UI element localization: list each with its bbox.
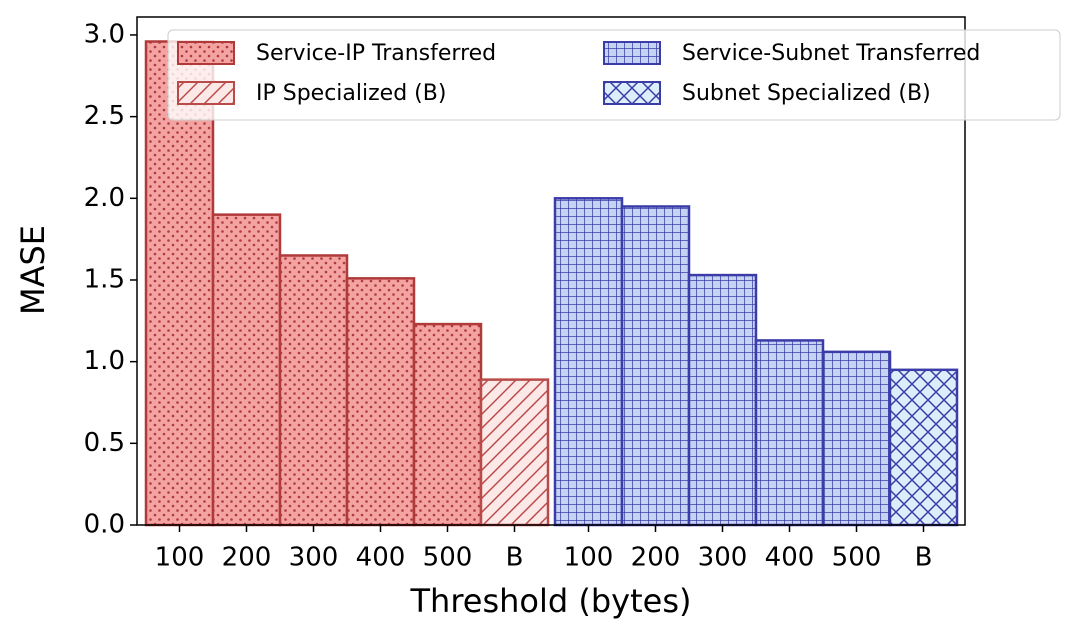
y-tick-label: 2.5 bbox=[84, 101, 125, 131]
bar-pattern bbox=[211, 213, 282, 527]
bar-pattern bbox=[345, 277, 416, 527]
axes-frame bbox=[136, 16, 966, 526]
x-tick-label: 400 bbox=[356, 543, 406, 573]
bar-pattern bbox=[620, 205, 691, 527]
y-tick-label: 3.0 bbox=[84, 19, 125, 49]
y-tick-label: 1.0 bbox=[84, 346, 125, 376]
x-tick-label: 300 bbox=[289, 543, 339, 573]
x-tick-label: 500 bbox=[832, 543, 882, 573]
legend-swatch-pattern bbox=[603, 41, 661, 65]
bar-pattern bbox=[687, 273, 758, 527]
legend-label: Service-Subnet Transferred bbox=[682, 41, 980, 66]
x-tick-label: B bbox=[506, 543, 524, 573]
x-tick-label: 100 bbox=[564, 543, 614, 573]
legend-label: IP Specialized (B) bbox=[256, 81, 446, 106]
y-tick-label: 0.5 bbox=[84, 428, 125, 458]
bar-pattern bbox=[412, 322, 483, 527]
legend-label: Subnet Specialized (B) bbox=[682, 81, 931, 106]
legend-swatch-pattern bbox=[177, 81, 235, 105]
x-tick-label: 500 bbox=[423, 543, 473, 573]
legend-box bbox=[167, 29, 1061, 121]
x-tick-label: 300 bbox=[698, 543, 748, 573]
bar-pattern bbox=[888, 368, 959, 527]
x-tick-label: B bbox=[915, 543, 933, 573]
bar-pattern bbox=[754, 339, 825, 527]
bar-pattern bbox=[278, 254, 349, 527]
x-tick-label: 200 bbox=[222, 543, 272, 573]
bar-pattern bbox=[821, 350, 892, 527]
y-axis-label: MASE bbox=[14, 225, 52, 315]
y-tick-label: 0.0 bbox=[84, 510, 125, 540]
legend: Service-IP Transferred IP Specialized (B)… bbox=[167, 29, 1061, 121]
x-tick-label: 100 bbox=[155, 543, 205, 573]
y-tick-label: 2.0 bbox=[84, 183, 125, 213]
x-axis-label: Threshold (bytes) bbox=[410, 582, 692, 620]
bar-pattern bbox=[479, 378, 550, 527]
legend-label: Service-IP Transferred bbox=[256, 41, 496, 66]
legend-swatch-pattern bbox=[603, 81, 661, 105]
x-tick-label: 200 bbox=[631, 543, 681, 573]
y-tick-label: 1.5 bbox=[84, 264, 125, 294]
bar-pattern bbox=[553, 197, 624, 527]
legend-swatch-pattern bbox=[177, 41, 235, 65]
x-tick-label: 400 bbox=[765, 543, 815, 573]
